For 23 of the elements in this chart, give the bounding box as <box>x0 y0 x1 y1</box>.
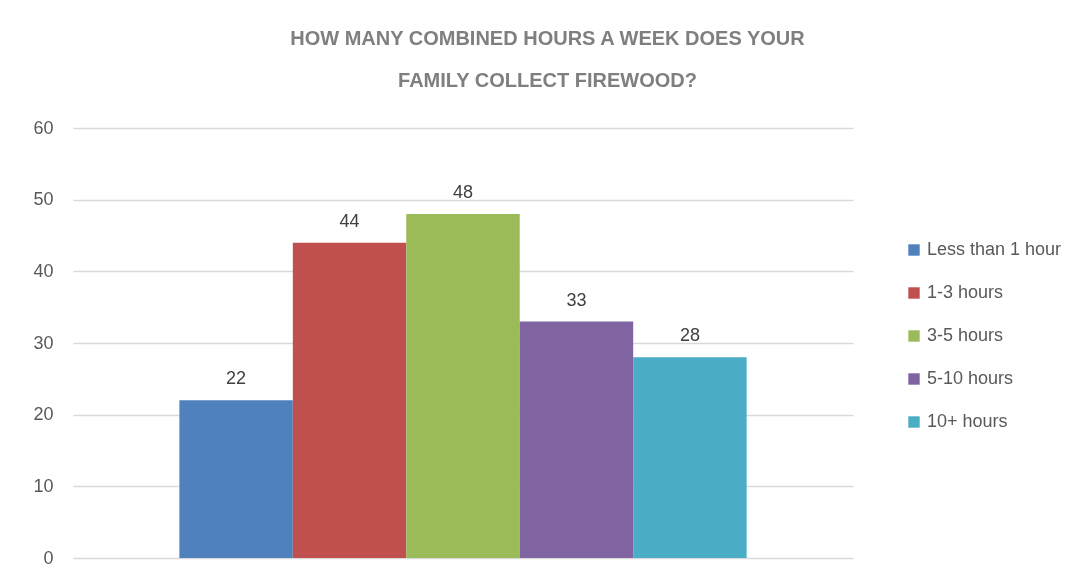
y-tick-label: 20 <box>33 404 54 425</box>
bar <box>179 400 293 558</box>
chart-title: HOW MANY COMBINED HOURS A WEEK DOES YOUR FAMILY COLLECT FIREWOOD? <box>290 27 806 91</box>
data-label: 44 <box>339 210 360 231</box>
data-label: 22 <box>226 368 247 389</box>
bar <box>406 214 520 558</box>
y-tick-label: 60 <box>33 117 54 138</box>
legend-label: 10+ hours <box>927 411 1008 431</box>
legend-label: 1-3 hours <box>927 282 1004 302</box>
y-tick-label: 30 <box>33 332 54 353</box>
bar <box>292 242 407 558</box>
legend-label: Less than 1 hour <box>927 239 1062 259</box>
y-tick-label: 10 <box>33 475 54 496</box>
bar <box>633 357 747 558</box>
y-tick-label: 50 <box>33 189 54 210</box>
legend-label: 5-10 hours <box>927 368 1014 388</box>
data-label: 48 <box>452 182 474 202</box>
y-tick-label: 40 <box>33 260 54 281</box>
bar <box>519 321 634 558</box>
data-label: 33 <box>566 289 587 310</box>
y-tick-label: 0 <box>43 547 54 568</box>
data-label: 28 <box>679 325 700 346</box>
legend-label: 3-5 hours <box>927 325 1004 345</box>
